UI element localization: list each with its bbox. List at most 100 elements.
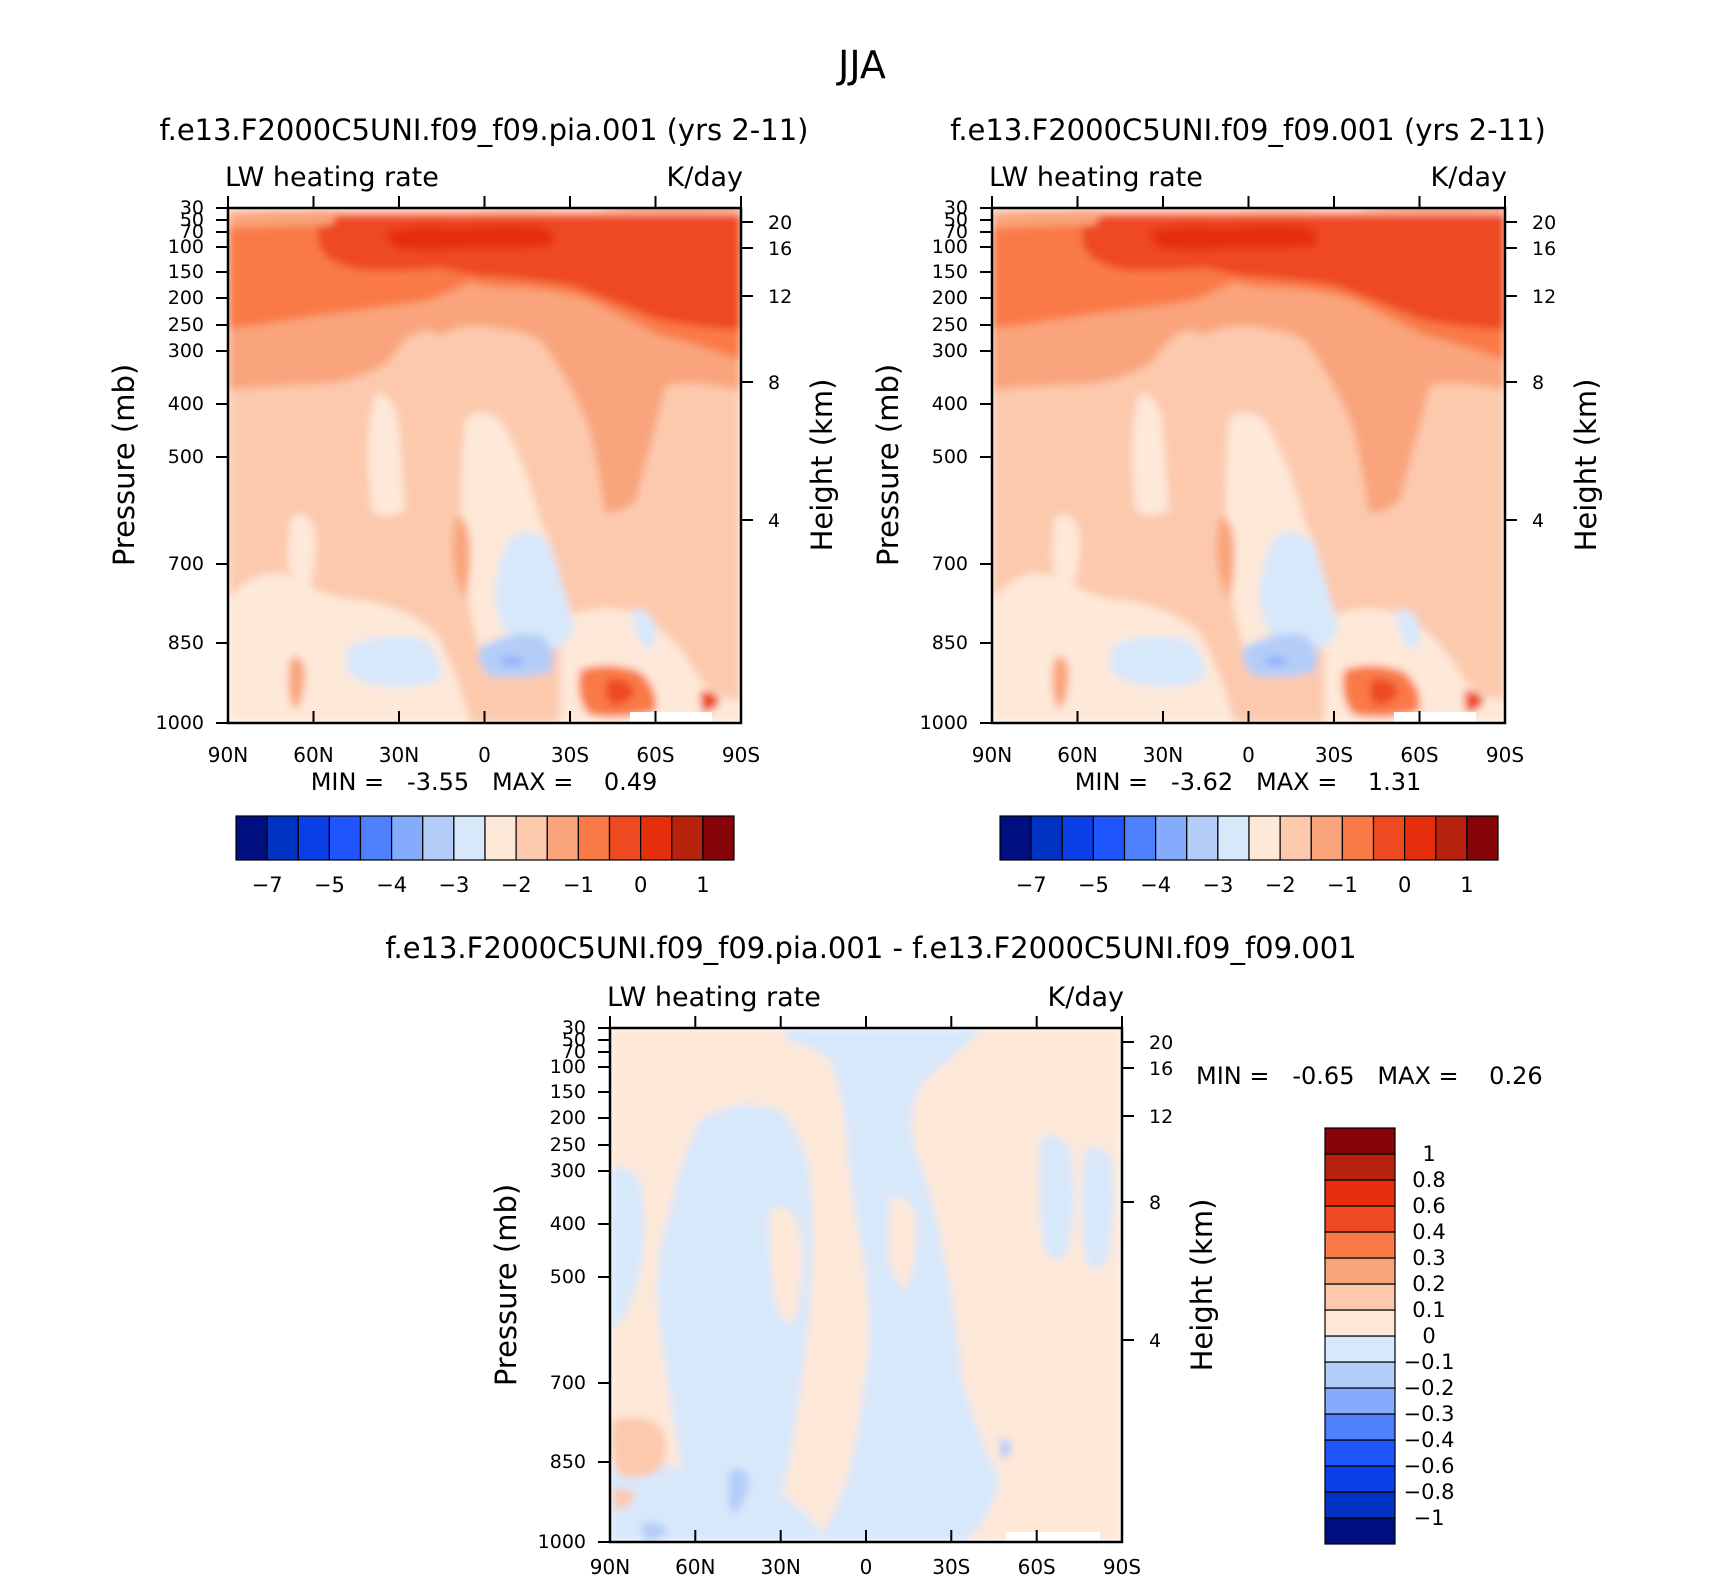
colorbar-swatch — [999, 815, 1032, 861]
y-tick-label: 850 — [550, 1451, 586, 1473]
colorbar: −7 −5 −4 −3 −2 −1 0 1 — [235, 815, 735, 897]
min-max-label: MIN = -3.55 MAX = 0.49 — [311, 768, 658, 796]
height-tick-label: 16 — [1532, 238, 1556, 260]
colorbar-swatch — [1324, 1205, 1396, 1233]
y-tick-label: 500 — [168, 446, 204, 468]
y-tick-label: 1000 — [156, 712, 204, 734]
colorbar-swatch — [235, 815, 268, 861]
colorbar-label: −7 — [1016, 873, 1047, 897]
colorbar-swatch — [1279, 815, 1312, 861]
min-max-label: MIN = -3.62 MAX = 1.31 — [1075, 768, 1422, 796]
height-tick-label: 8 — [1149, 1192, 1161, 1214]
y-axis-label: Pressure (mb) — [871, 364, 905, 566]
colorbar-label: −2 — [1265, 873, 1296, 897]
colorbar-label: −1 — [563, 873, 594, 897]
x-tick-label: 30N — [379, 743, 419, 767]
panel-top-left: f.e13.F2000C5UNI.f09_f09.pia.001 (yrs 2-… — [107, 113, 839, 897]
colorbar-label: −2 — [501, 873, 532, 897]
colorbar-swatch — [391, 815, 424, 861]
x-tick-label: 0 — [478, 743, 491, 767]
colorbar-label: 0.2 — [1412, 1272, 1445, 1296]
colorbar-swatch — [577, 815, 611, 861]
colorbar-label: −0.8 — [1404, 1480, 1455, 1504]
panel-bottom: f.e13.F2000C5UNI.f09_f09.pia.001 - f.e13… — [385, 931, 1542, 1576]
colorbar-swatch — [640, 815, 673, 861]
colorbar: −7 −5 −4 −3 −2 −1 0 1 — [999, 815, 1499, 897]
figure-title: JJA — [836, 43, 886, 87]
colorbar-label: 1 — [1422, 1142, 1435, 1166]
colorbar-label: −0.3 — [1404, 1402, 1455, 1426]
colorbar-swatch — [1248, 815, 1281, 861]
colorbar-label: 0.1 — [1412, 1298, 1445, 1322]
panel-title: f.e13.F2000C5UNI.f09_f09.pia.001 (yrs 2-… — [160, 113, 809, 147]
colorbar-label: 0.3 — [1412, 1246, 1445, 1270]
colorbar-label: −5 — [314, 873, 345, 897]
y-tick-label: 300 — [550, 1160, 586, 1182]
y-tick-label: 400 — [168, 393, 204, 415]
colorbar-swatch — [515, 815, 548, 861]
right-string: K/day — [1431, 162, 1507, 193]
colorbar-swatch — [1123, 815, 1157, 861]
colorbar-swatch — [359, 815, 393, 861]
y-axis-label-right: Height (km) — [1569, 379, 1603, 552]
panel-title: f.e13.F2000C5UNI.f09_f09.001 (yrs 2-11) — [950, 113, 1546, 147]
colorbar-swatch — [1324, 1335, 1396, 1363]
y-tick-label: 700 — [932, 553, 968, 575]
colorbar-swatch — [1324, 1127, 1396, 1155]
y-axis-label-right: Height (km) — [805, 379, 839, 552]
colorbar-swatch — [266, 815, 299, 861]
y-tick-label: 50 — [562, 1029, 586, 1051]
colorbar-swatch — [1372, 815, 1406, 861]
y-axis: 30 50 70 100 150 200 250 300 400 500 700… — [538, 1017, 1174, 1553]
x-tick-label: 30N — [760, 1555, 800, 1576]
y-tick-label: 200 — [550, 1107, 586, 1129]
colorbar-swatch — [1324, 1231, 1396, 1259]
colorbar-swatch — [1324, 1361, 1396, 1389]
height-tick-label: 12 — [1532, 286, 1556, 308]
x-tick-label: 30S — [551, 743, 589, 767]
x-tick-label: 60S — [1400, 743, 1438, 767]
colorbar-label: −5 — [1078, 873, 1109, 897]
colorbar-label: −0.4 — [1404, 1428, 1455, 1452]
colorbar-swatch — [328, 815, 362, 861]
x-tick-label: 0 — [1242, 743, 1255, 767]
y-tick-label: 850 — [932, 632, 968, 654]
colorbar-swatch — [608, 815, 642, 861]
colorbar: −1−0.8−0.6−0.4−0.3−0.2−0.100.10.20.30.40… — [1324, 1127, 1455, 1545]
y-tick-label: 250 — [550, 1134, 586, 1156]
colorbar-swatch — [1324, 1179, 1396, 1207]
height-tick-label: 12 — [768, 286, 792, 308]
colorbar-swatch — [1324, 1465, 1396, 1493]
y-tick-label: 250 — [168, 314, 204, 336]
colorbar-label: −4 — [1140, 873, 1171, 897]
y-axis-label: Pressure (mb) — [107, 364, 141, 566]
colorbar-swatch — [702, 815, 735, 861]
y-tick-label: 50 — [944, 209, 968, 231]
x-axis: 90N 60N 30N 0 30S 60S 90S — [208, 196, 760, 767]
x-tick-label: 30N — [1143, 743, 1183, 767]
colorbar-swatch — [484, 815, 517, 861]
y-axis-label: Pressure (mb) — [489, 1184, 523, 1386]
y-tick-label: 30 — [944, 197, 968, 219]
x-tick-label: 30S — [932, 1555, 970, 1576]
y-tick-label: 70 — [180, 221, 204, 243]
colorbar-label: −4 — [376, 873, 407, 897]
colorbar-label: −3 — [1202, 873, 1233, 897]
colorbar-swatch — [1324, 1517, 1396, 1545]
x-tick-label: 60N — [675, 1555, 715, 1576]
colorbar-label: −1 — [1414, 1506, 1445, 1530]
y-tick-label: 30 — [180, 197, 204, 219]
colorbar-swatch — [1435, 815, 1468, 861]
height-tick-label: 20 — [768, 212, 792, 234]
colorbar-swatch — [1324, 1257, 1396, 1285]
y-tick-label: 300 — [168, 340, 204, 362]
x-tick-label: 60N — [293, 743, 333, 767]
colorbar-swatch — [1324, 1309, 1396, 1337]
contour-fill — [228, 208, 741, 723]
colorbar-swatch — [1324, 1153, 1396, 1181]
colorbar-swatch — [1030, 815, 1063, 861]
colorbar-label: 0 — [634, 873, 647, 897]
contour-fill — [610, 1028, 1122, 1542]
colorbar-label: −0.2 — [1404, 1376, 1455, 1400]
